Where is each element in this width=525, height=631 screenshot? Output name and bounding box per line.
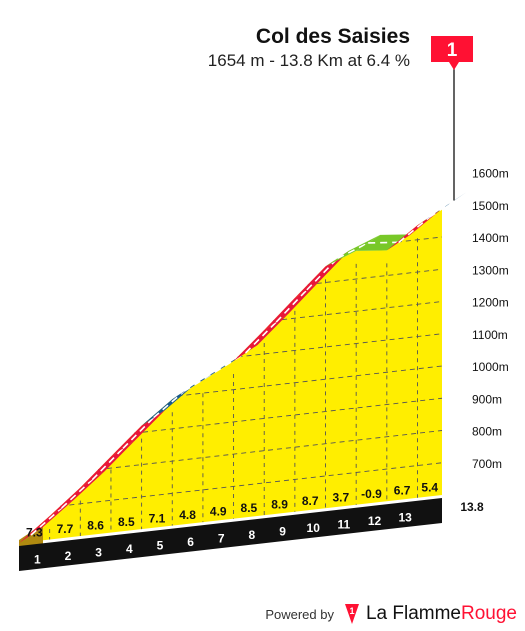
gradient-band-segment [49,471,105,516]
gradient-label: 6.7 [394,484,411,498]
band-center-line [122,417,155,450]
band-center-line [275,289,308,323]
band-center-line [183,371,216,392]
elevation-grid-line [98,430,443,470]
gradient-band-segment [110,409,166,457]
y-axis-label: 900m [472,392,502,406]
gradient-label: -0.9 [361,487,382,501]
band-center-line [91,447,124,481]
elevation-grid-line [133,397,443,434]
brand-name-part1: La Flamme [365,603,461,624]
band-center-line [153,390,185,419]
km-label: 9 [279,524,286,538]
km-label: 8 [249,528,256,542]
profile-area [19,208,442,544]
km-label: 10 [307,521,321,535]
km-label: 3 [95,545,102,559]
flame-logo-icon: 1 [344,604,359,624]
gradient-label: 3.7 [333,490,350,504]
km-label: 6 [187,535,194,549]
summit-flag-label: 1 [447,40,458,61]
band-center-line [337,242,369,260]
chart-subtitle: 1654 m - 13.8 Km at 6.4 % [207,51,410,70]
km-label: 2 [65,549,72,563]
elevation-grid-line [273,301,443,322]
km-label: 5 [157,538,164,552]
summit-flag [431,36,473,70]
band-center-line [429,199,455,218]
powered-by-label: Powered by [265,606,334,622]
gradient-band-segment [141,383,197,426]
gradient-band-segment [19,499,74,543]
band-center-line [398,216,430,243]
gradient-band-segment [233,314,289,361]
chart-title: Col des Saisies [255,25,410,48]
brand-name: La FlammeRouge [366,603,517,625]
y-axis-label: 1400m [472,231,509,245]
elevation-grid-line [307,268,443,285]
y-axis-label: 1300m [472,263,509,277]
gradient-label: 5.4 [421,480,438,494]
y-axis-label: 1100m [472,328,508,342]
gradient-label: 7.3 [26,525,43,539]
brand-name-part2: Rouge [461,603,517,624]
km-label: 7 [218,531,225,545]
band-center-line [30,507,63,536]
y-axis-label: 700m [472,457,502,471]
elevation-grid-line [396,236,443,243]
gradient-label: 8.7 [302,494,319,508]
y-axis-label: 800m [472,425,502,439]
km-label: 11 [338,517,351,531]
y-axis-label: 1200m [472,296,509,310]
gradient-label: 7.7 [57,522,74,536]
footer: Powered by 1 La FlammeRouge [265,601,517,627]
gradient-label: 8.6 [87,518,104,532]
gradient-label: 8.5 [241,501,258,515]
logo-number: 1 [349,606,354,616]
elevation-grid-line [237,333,443,358]
gradient-label: 8.5 [118,515,135,529]
elevation-grid-line [60,462,443,507]
gradient-band-segment [294,250,350,298]
band-center-line [306,257,339,291]
km-label: 12 [368,514,382,528]
y-axis-label: 1500m [472,199,509,213]
chart-title-block: Col des Saisies 1654 m - 13.8 Km at 6.4 … [208,24,410,72]
band-center-line [368,241,399,244]
km-label: 13 [398,511,412,525]
band-center-line [61,479,93,509]
km-base-strip [19,498,442,571]
gradient-band-segment [80,440,135,488]
y-axis-label: 1000m [472,360,509,374]
y-axis-label: 1600m [472,167,509,181]
km-label: 4 [126,542,133,556]
gradient-band-segment [264,281,319,331]
gradient-label: 8.9 [271,497,288,511]
total-distance-label: 13.8 [460,500,484,514]
gradient-label: 4.9 [210,504,227,518]
km-label: 1 [34,552,41,566]
gradient-label: 7.1 [149,511,166,525]
gradient-label: 4.8 [179,508,196,522]
band-center-line [244,321,277,354]
